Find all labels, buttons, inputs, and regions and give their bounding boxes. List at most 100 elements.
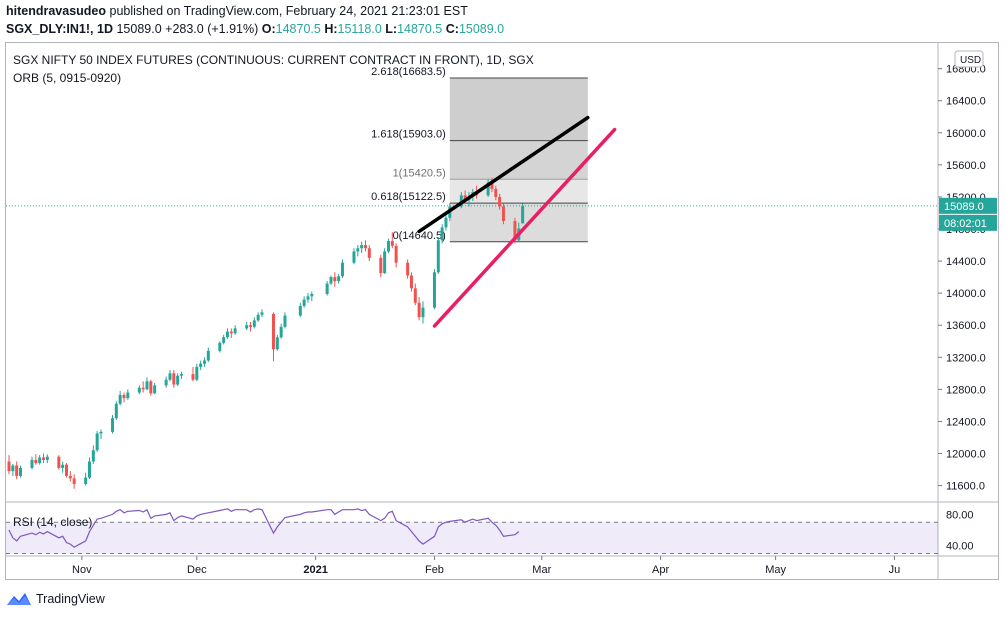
candle-body (360, 245, 364, 249)
candle-body (95, 433, 99, 451)
publish-line: hitendravasudeo published on TradingView… (6, 4, 468, 18)
candle-body (87, 461, 91, 478)
y-tick-label: 15600.0 (946, 160, 986, 172)
candle-body (118, 394, 122, 404)
candle-body (191, 374, 195, 380)
footer-brand[interactable]: TradingView (36, 592, 105, 606)
trendline-resistance (417, 115, 590, 234)
fib-level-label: 0.618(15122.5) (371, 191, 446, 203)
y-tick-label: 14400.0 (946, 256, 986, 268)
price-label-bg (939, 197, 997, 214)
candle-body (444, 217, 448, 228)
fib-level-label: 1.618(15903.0) (371, 129, 446, 141)
y-tick-label: 12800.0 (946, 384, 986, 396)
x-tick-label: Mar (532, 564, 551, 576)
high-value: 15118.0 (337, 22, 382, 36)
x-tick-label: Ju (889, 564, 901, 576)
candle-body (176, 375, 180, 385)
candle-body (337, 276, 341, 282)
candle-body (141, 387, 145, 390)
fib-level-label: 1(15420.5) (393, 167, 446, 179)
currency-label: USD (960, 55, 981, 66)
author-name[interactable]: hitendravasudeo (6, 4, 107, 18)
candle-body (38, 457, 42, 464)
fib-level-label: 0(14640.5) (393, 230, 446, 242)
fib-zone (449, 140, 588, 180)
candle-body (329, 277, 333, 284)
footer: TradingView (6, 592, 105, 606)
candle-body (252, 320, 256, 327)
candle-body (279, 326, 283, 338)
candle-body (145, 381, 149, 390)
candle-body (333, 277, 337, 282)
candle-body (413, 288, 417, 303)
candle-body (72, 478, 76, 484)
x-tick-label: May (765, 564, 786, 576)
candle-body (15, 465, 19, 476)
rsi-label: RSI (14, close) (13, 515, 92, 529)
candle-body (486, 182, 490, 196)
candle-body (18, 467, 22, 476)
candle-body (417, 302, 421, 318)
candle-body (199, 363, 203, 367)
candle-body (172, 373, 176, 385)
tradingview-logo-icon[interactable] (6, 592, 32, 606)
candle-body (179, 374, 183, 376)
candle-body (168, 373, 172, 380)
y-tick-label: 16400.0 (946, 96, 986, 108)
candle-body (222, 337, 226, 343)
rsi-tick-label: 40.00 (946, 541, 974, 553)
candle-body (45, 456, 49, 460)
candle-body (306, 296, 310, 300)
low-label: L: (385, 22, 398, 36)
candle-body (383, 251, 387, 274)
last-price: 15089.0 (116, 22, 162, 36)
x-tick-label: Nov (72, 564, 92, 576)
candle-body (521, 205, 525, 224)
publish-info: published on TradingView.com, February 2… (109, 4, 468, 18)
open-value: 14870.5 (275, 22, 321, 36)
candle-body (260, 312, 264, 315)
candle-body (225, 331, 229, 338)
candle-body (379, 257, 383, 274)
candle-body (114, 403, 118, 419)
candle-body (310, 293, 314, 297)
countdown-label: 08:02:01 (944, 218, 987, 230)
candle-body (501, 206, 505, 221)
candle-body (494, 188, 498, 197)
candle-body (195, 366, 199, 380)
candle-body (245, 325, 249, 329)
candle-body (363, 245, 367, 249)
countdown-bg (939, 214, 997, 231)
candle-body (229, 331, 233, 334)
candle-body (30, 459, 34, 468)
candle-body (248, 325, 252, 327)
candle-body (91, 450, 95, 462)
candle-body (352, 251, 356, 263)
candle-body (61, 464, 65, 468)
fib-level-label: 2.618(16683.5) (371, 66, 446, 78)
candle-body (436, 240, 440, 273)
rsi-band (6, 522, 938, 554)
x-tick-label: Apr (652, 564, 669, 576)
x-tick-label: Feb (425, 564, 444, 576)
candle-body (406, 262, 410, 276)
close-value: 15089.0 (458, 22, 505, 36)
y-tick-label: 12000.0 (946, 448, 986, 460)
candle-body (421, 307, 425, 318)
candle-body (275, 337, 279, 350)
trendline-support (432, 127, 617, 328)
candles-group (7, 177, 525, 489)
candle-body (325, 283, 329, 294)
candle-body (432, 272, 436, 308)
price-label: 15089.0 (944, 201, 984, 213)
candle-body (84, 477, 88, 484)
candle-body (302, 299, 306, 306)
candle-body (41, 457, 45, 460)
candle-body (126, 392, 130, 399)
indicator-label: ORB (5, 0915-0920) (13, 71, 121, 85)
candle-body (367, 248, 371, 258)
ohlc-line: SGX_DLY:IN1!, 1D 15089.0 +283.0 (+1.91%)… (6, 22, 504, 36)
chart-title: SGX NIFTY 50 INDEX FUTURES (CONTINUOUS: … (13, 53, 534, 67)
